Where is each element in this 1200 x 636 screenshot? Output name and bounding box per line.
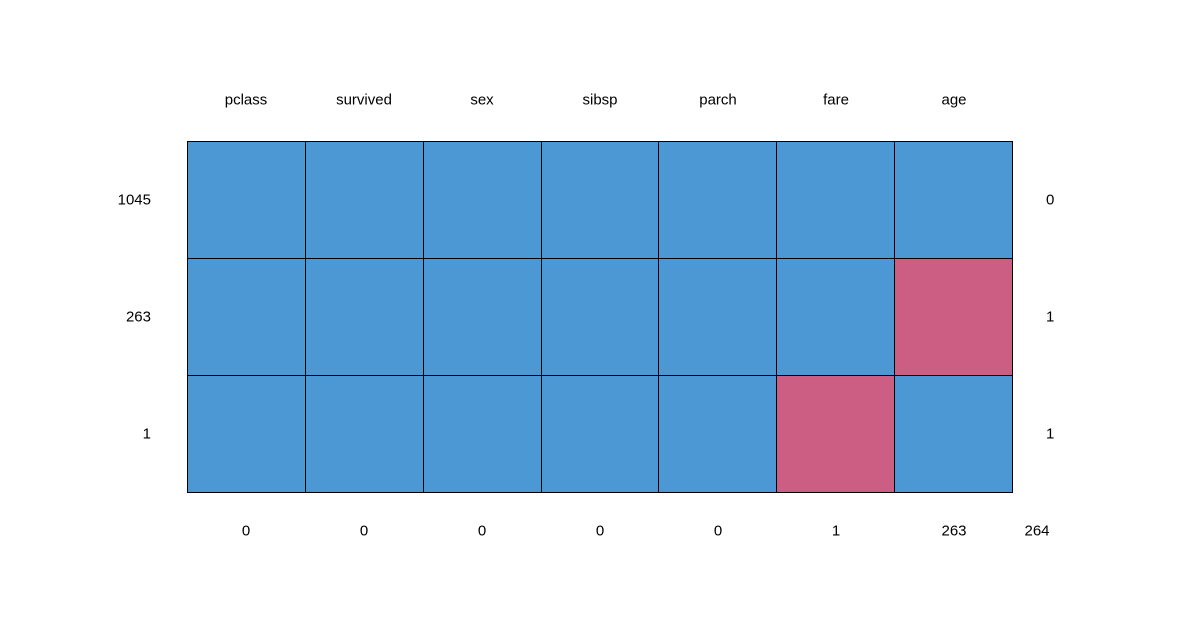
column-missing-label: 0	[595, 522, 605, 540]
row-missing-label: 1	[1046, 425, 1055, 443]
column-header: age	[941, 91, 967, 109]
column-missing-label: 263	[941, 522, 967, 540]
row-count-label: 1	[142, 425, 151, 443]
column-missing-label: 0	[359, 522, 369, 540]
column-header: sibsp	[582, 91, 618, 109]
column-header: parch	[699, 91, 737, 109]
column-missing-label: 0	[241, 522, 251, 540]
cell-observed	[777, 142, 895, 258]
cell-observed	[895, 376, 1012, 492]
row-missing-label: 1	[1046, 308, 1055, 326]
cell-observed	[423, 376, 541, 492]
row-missing-label: 0	[1046, 191, 1055, 209]
column-missing-label: 0	[713, 522, 723, 540]
column-header: pclass	[224, 91, 268, 109]
column-header: fare	[823, 91, 849, 109]
column-missing-label: 1	[831, 522, 841, 540]
column-header: sex	[470, 91, 494, 109]
cell-observed	[659, 142, 777, 258]
cell-observed	[305, 259, 423, 375]
row-count-label: 1045	[117, 191, 151, 209]
cell-observed	[541, 142, 659, 258]
cell-observed	[659, 376, 777, 492]
total-missing-label: 264	[1024, 522, 1050, 540]
cell-observed	[188, 142, 305, 258]
cell-observed	[423, 259, 541, 375]
pattern-grid	[187, 141, 1013, 493]
cell-observed	[423, 142, 541, 258]
cell-missing	[777, 376, 895, 492]
cell-observed	[659, 259, 777, 375]
cell-missing	[895, 259, 1012, 375]
cell-observed	[895, 142, 1012, 258]
cell-observed	[541, 259, 659, 375]
cell-observed	[305, 376, 423, 492]
column-missing-label: 0	[477, 522, 487, 540]
column-header: survived	[336, 91, 392, 109]
cell-observed	[541, 376, 659, 492]
cell-observed	[777, 259, 895, 375]
cell-observed	[188, 376, 305, 492]
cell-observed	[188, 259, 305, 375]
row-count-label: 263	[125, 308, 151, 326]
cell-observed	[305, 142, 423, 258]
